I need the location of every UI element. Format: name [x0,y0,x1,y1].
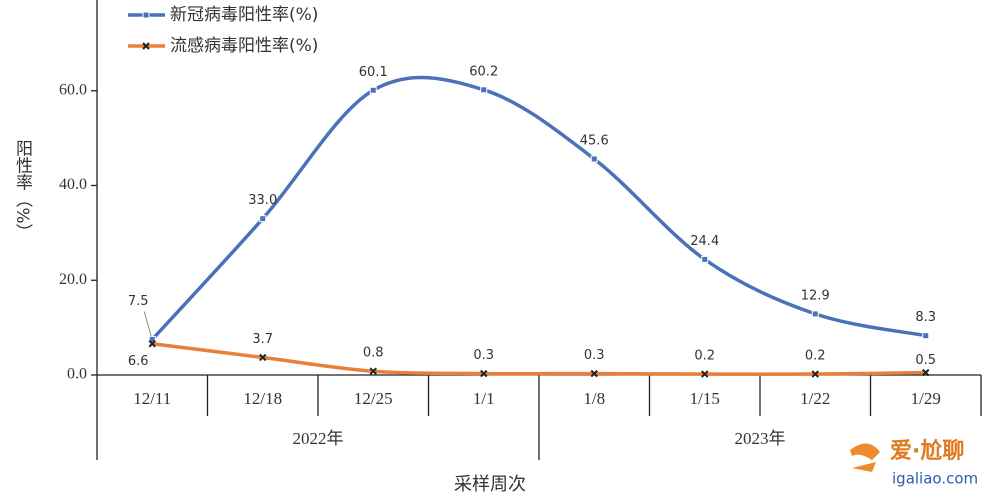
point [811,310,819,318]
point [701,370,709,378]
x-tick-label: 12/25 [354,389,393,408]
x-tick-label: 1/22 [800,389,830,408]
point [590,369,598,378]
data-label: 24.4 [690,234,719,249]
point [480,369,488,378]
legend-marker [142,11,150,19]
legend-marker [142,42,150,50]
x-tick-label: 1/15 [690,389,720,408]
legend-label: 流感病毒阳性率(%) [170,36,318,56]
data-label: 0.2 [805,349,826,364]
x-group-label: 2023年 [735,429,786,448]
data-label: 60.2 [469,64,498,79]
data-label: 33.0 [248,193,277,208]
x-tick-label: 1/29 [911,389,941,408]
point [480,86,488,94]
data-label: 3.7 [252,332,273,347]
data-label: 60.1 [359,65,388,80]
x-tick-label: 12/18 [243,389,282,408]
point [148,340,156,348]
series-line [150,75,927,341]
point [811,370,819,378]
y-tick-label: 40.0 [59,176,87,193]
point [369,367,377,375]
legend-label: 新冠病毒阳性率(%) [170,5,318,25]
x-axis-label: 采样周次 [454,474,526,495]
data-label: 45.6 [580,133,609,148]
data-label: 0.3 [473,348,494,363]
watermark-url: igaliao.com [892,470,978,488]
callout-line [143,311,152,337]
data-label: 0.3 [584,348,605,363]
point [369,86,377,94]
x-tick-label: 1/8 [583,389,605,408]
point [590,155,598,163]
data-label: 6.6 [128,354,149,369]
point [922,332,930,340]
data-label: 12.9 [801,288,830,303]
y-tick-label: 20.0 [59,271,87,288]
point [701,255,709,263]
data-label: 0.8 [363,346,384,361]
data-label: 7.5 [128,294,149,309]
point [259,353,267,362]
y-tick-label: 80.0 [59,0,87,4]
data-label: 0.5 [915,353,936,368]
point [259,215,267,223]
watermark-brand: 爱·尬聊 [890,438,964,464]
x-tick-label: 12/11 [133,389,171,408]
y-tick-label: 0.0 [67,366,87,383]
data-label: 0.2 [694,349,715,364]
y-tick-label: 60.0 [59,81,87,98]
series-line [152,341,926,376]
watermark-logo [850,443,880,472]
x-tick-label: 1/1 [473,389,495,408]
data-label: 8.3 [915,310,936,325]
y-axis-label: 阳性率（%） [12,139,33,240]
point [922,368,930,377]
x-group-label: 2022年 [293,429,344,448]
watermark: 爱·尬聊 igaliao.com [850,438,978,488]
